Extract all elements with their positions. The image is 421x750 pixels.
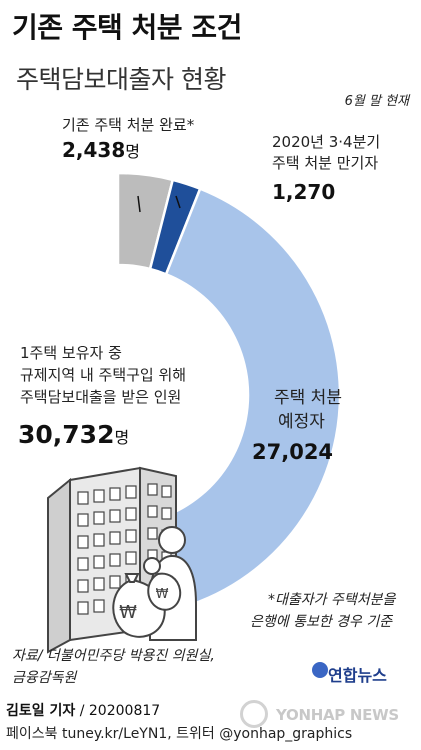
svg-text:₩: ₩ [119, 602, 137, 623]
value-completed: 2,438명 [62, 138, 140, 162]
label-total-line3: 주택담보대출을 받은 인원 [20, 388, 182, 406]
social-links: 페이스북 tuney.kr/LeYN1, 트위터 @yonhap_graphic… [6, 726, 353, 742]
footnote-line2: 은행에 통보한 경우 기준 [250, 614, 393, 630]
value-planned: 27,024 [252, 440, 334, 464]
footer [0, 694, 421, 750]
watermark-logo-icon [240, 700, 268, 728]
brand-name: 연합뉴스 [328, 666, 387, 685]
svg-text:₩: ₩ [156, 587, 169, 602]
reporter-credit: 김토일 기자 / 20200817 [6, 703, 161, 719]
footnote-line1: *대출자가 주택처분을 [268, 592, 396, 608]
label-completed: 기존 주택 처분 완료* [62, 116, 195, 134]
label-total-line2: 규제지역 내 주택구입 위해 [20, 366, 187, 384]
leader-line-completed [137, 195, 141, 213]
leader-line-expiring [175, 195, 181, 209]
value-total: 30,732명 [18, 420, 130, 449]
label-planned-line2: 예정자 [278, 412, 325, 432]
watermark: YONHAP NEWS [276, 706, 399, 724]
source-line1: 자료/ 더불어민주당 박용진 의원실, [12, 648, 215, 664]
label-expiring-line2: 주택 처분 만기자 [272, 154, 379, 172]
chart-title: 기존 주택 처분 조건 [12, 11, 242, 44]
source-line2: 금융감독원 [12, 670, 77, 686]
date-note: 6월 말 현재 [344, 94, 409, 109]
label-total-line1: 1주택 보유자 중 [20, 344, 122, 362]
label-planned-line1: 주택 처분 [274, 388, 342, 408]
value-expiring: 1,270 [272, 180, 336, 204]
illustration: ₩ ₩ [47, 195, 197, 654]
won-coin-bag-icon: ₩ ₩ [112, 572, 182, 638]
label-expiring-line1: 2020년 3·4분기 [272, 133, 381, 151]
chart-subtitle: 주택담보대출자 현황 [16, 65, 226, 94]
yonhap-logo-icon [312, 662, 328, 678]
